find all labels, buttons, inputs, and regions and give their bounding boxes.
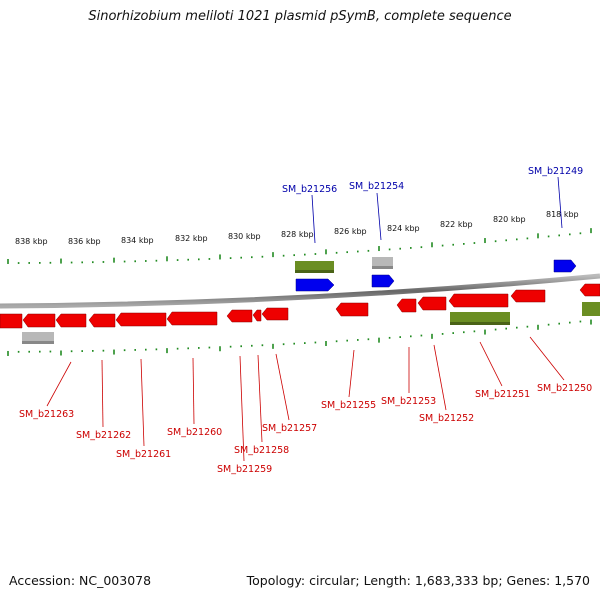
forward-gene-arrow[interactable] [295,278,335,292]
gene-label[interactable]: SM_b21261 [116,449,171,460]
cds-bar[interactable] [450,312,510,325]
reverse-genes [0,283,600,329]
reverse-gene-arrow[interactable] [579,283,600,297]
gene-label[interactable]: SM_b21252 [419,413,474,424]
leader-line [101,359,104,428]
reverse-gene-arrow[interactable] [335,302,369,317]
gene-label[interactable]: SM_b21259 [217,464,272,475]
cds-bar[interactable] [450,322,510,325]
reverse-gene-arrow[interactable] [252,309,262,322]
ruler-label: 818 kbp [546,210,579,219]
leader-line [311,194,316,244]
gene-label[interactable]: SM_b21253 [381,396,436,407]
reverse-gene-arrow[interactable] [88,313,116,328]
leader-line [348,349,355,398]
ruler-label: 830 kbp [228,232,261,241]
upper-ruler [7,228,592,264]
ruler-label: 822 kbp [440,220,473,229]
reverse-label-leaders [46,336,565,462]
reverse-gene-arrow[interactable] [166,311,218,326]
ruler-label: 838 kbp [15,237,48,246]
reverse-gene-labels: SM_b21263 SM_b21262 SM_b21261 SM_b21260 … [19,383,592,475]
reverse-gene-arrow[interactable] [22,313,56,328]
gene-label[interactable]: SM_b21249 [528,166,583,177]
reverse-gene-arrow[interactable] [448,293,509,308]
reverse-gene-arrow[interactable] [510,289,546,303]
leader-line [557,176,563,229]
gene-label[interactable]: SM_b21262 [76,430,131,441]
leader-line [257,354,263,443]
accession-text: Accession: NC_003078 [9,573,152,588]
cds-features [295,261,600,325]
leader-line [140,358,145,447]
ruler-labels: 838 kbp 836 kbp 834 kbp 832 kbp 830 kbp … [15,210,579,246]
topology-summary-text: Topology: circular; Length: 1,683,333 bp… [246,573,590,588]
gene-label[interactable]: SM_b21263 [19,409,74,420]
leader-line [239,355,245,462]
reverse-gene-arrow[interactable] [226,309,253,323]
misc-feature-bar[interactable] [372,266,393,269]
reverse-gene-arrow[interactable] [417,296,447,311]
reverse-gene-arrow[interactable] [396,298,417,313]
ruler-label: 826 kbp [334,227,367,236]
forward-gene-labels: SM_b21256 SM_b21254 SM_b21249 [282,166,583,195]
leader-line [46,361,72,407]
leader-line [376,192,382,241]
cds-bar[interactable] [295,270,334,273]
reverse-gene-arrow[interactable] [261,307,289,321]
map-title: Sinorhizobium meliloti 1021 plasmid pSym… [88,9,512,24]
forward-gene-arrow[interactable] [371,274,395,288]
forward-gene-arrow[interactable] [553,259,577,273]
cds-bar[interactable] [582,302,600,316]
ruler-label: 828 kbp [281,230,314,239]
leader-line [275,353,290,421]
ruler-label: 834 kbp [121,236,154,245]
misc-feature-bar[interactable] [22,341,54,344]
gene-label[interactable]: SM_b21260 [167,427,222,438]
forward-label-leaders [311,176,563,244]
leader-line [192,357,195,425]
other-features [22,257,393,344]
reverse-gene-arrow[interactable] [55,313,87,328]
forward-genes [295,259,577,292]
gene-label[interactable]: SM_b21258 [234,445,289,456]
leader-line [529,336,565,381]
ruler-label: 836 kbp [68,237,101,246]
reverse-gene-arrow[interactable] [0,313,23,329]
reverse-gene-arrow[interactable] [115,312,167,327]
gene-label[interactable]: SM_b21257 [262,423,317,434]
plasmid-backbone [0,273,600,309]
leader-line [433,344,447,411]
gene-label[interactable]: SM_b21251 [475,389,530,400]
ruler-label: 820 kbp [493,215,526,224]
leader-line [479,341,503,387]
ruler-label: 832 kbp [175,234,208,243]
ruler-label: 824 kbp [387,224,420,233]
gene-label[interactable]: SM_b21254 [349,181,404,192]
lower-ruler [7,319,592,356]
gene-label[interactable]: SM_b21256 [282,184,337,195]
gene-label[interactable]: SM_b21255 [321,400,376,411]
gene-label[interactable]: SM_b21250 [537,383,592,394]
